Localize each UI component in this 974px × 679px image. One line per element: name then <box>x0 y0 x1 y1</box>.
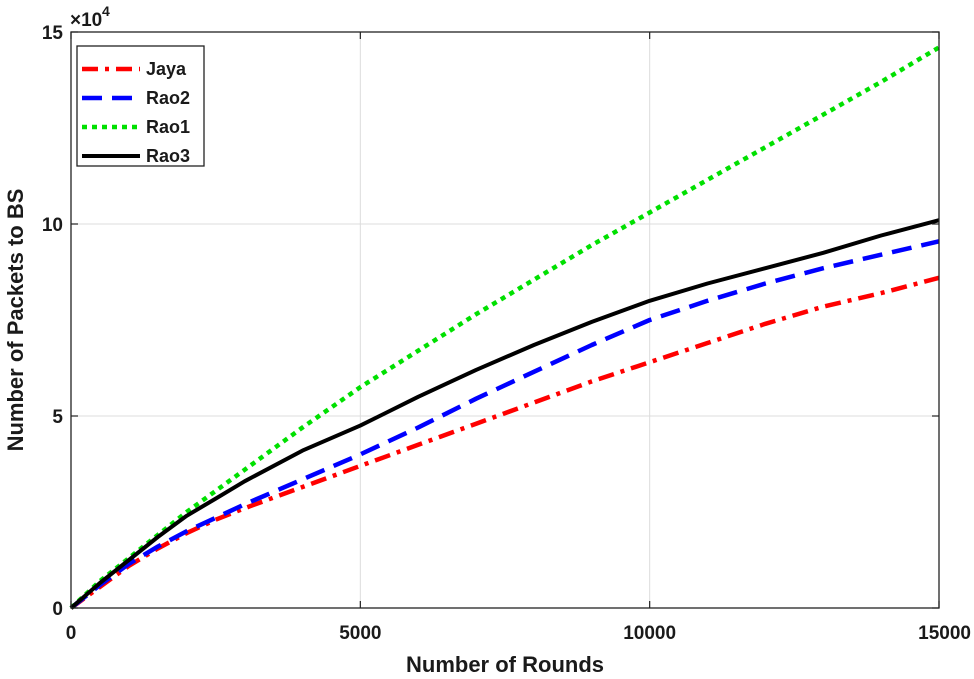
y-axis-ticks: 0 5 10 15 <box>42 23 939 620</box>
y-tick-label: 5 <box>52 407 63 428</box>
legend-label-jaya: Jaya <box>146 59 187 79</box>
legend-label-rao2: Rao2 <box>146 88 190 108</box>
x-tick-label: 15000 <box>918 623 971 644</box>
legend: Jaya Rao2 Rao1 Rao3 <box>76 45 205 167</box>
grid-lines <box>71 32 939 608</box>
x-axis-ticks: 0 5000 10000 15000 <box>66 32 971 644</box>
x-tick-label: 10000 <box>623 623 676 644</box>
y-tick-label: 10 <box>42 215 63 236</box>
y-multiplier-exponent: 4 <box>102 3 110 19</box>
series-layer <box>69 45 941 610</box>
plot-frame <box>70 31 940 609</box>
x-tick-label: 5000 <box>339 623 381 644</box>
y-tick-label: 0 <box>52 599 63 620</box>
y-multiplier-base: ×10 <box>70 10 102 31</box>
legend-label-rao1: Rao1 <box>146 117 190 137</box>
x-tick-label: 0 <box>66 623 77 644</box>
plot-area <box>71 32 939 608</box>
x-axis-label: Number of Rounds <box>406 652 604 677</box>
series-line-rao3 <box>69 218 940 610</box>
y-axis-label: Number of Packets to BS <box>3 189 28 452</box>
y-tick-label: 15 <box>42 23 64 44</box>
series-line-rao2 <box>69 239 940 610</box>
legend-box <box>76 45 205 167</box>
legend-label-rao3: Rao3 <box>146 146 190 166</box>
